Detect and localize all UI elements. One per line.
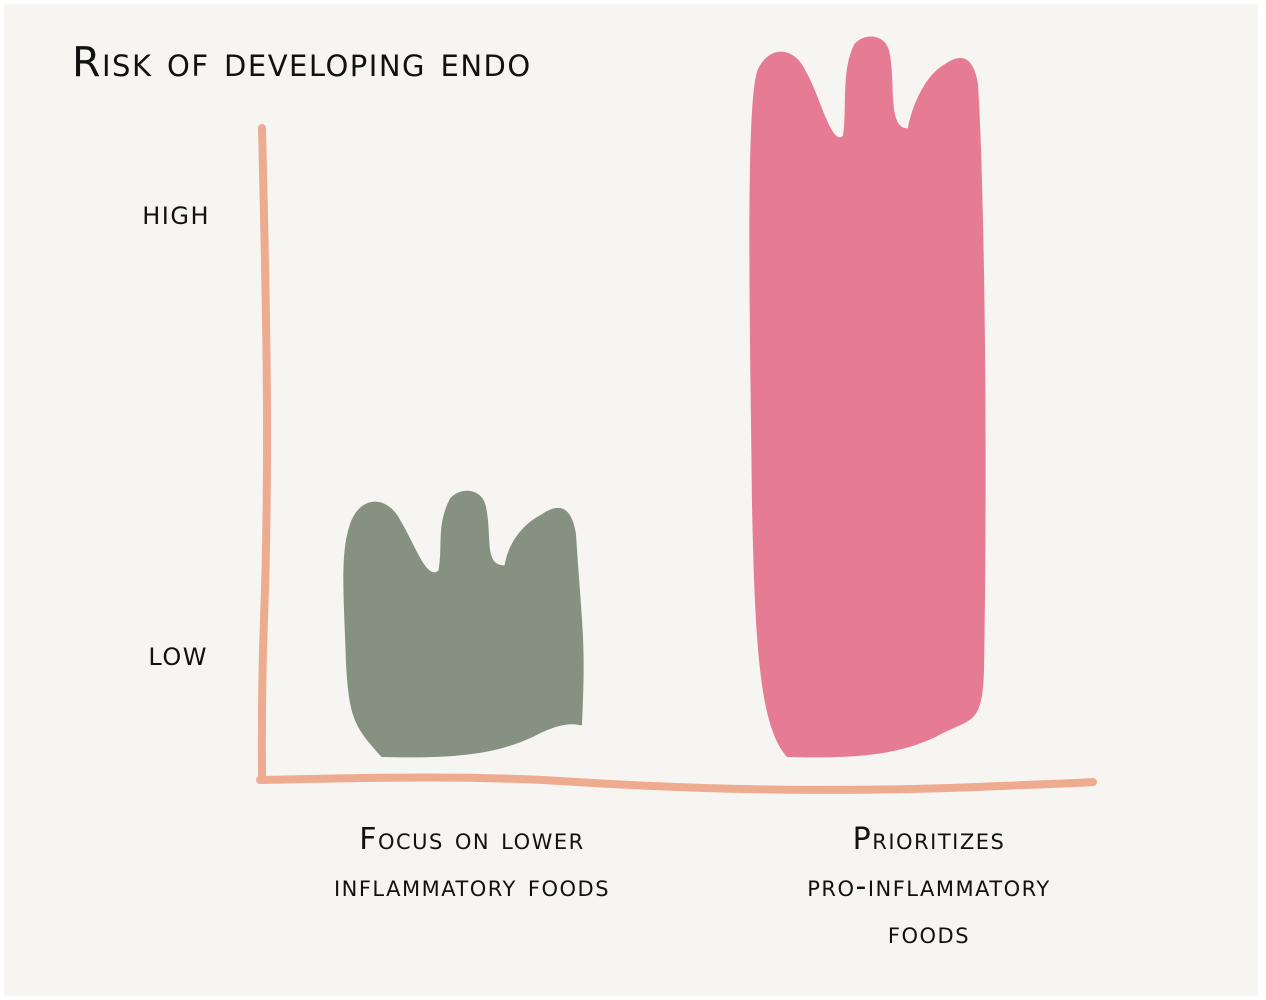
chart-title: Risk of developing endo xyxy=(72,38,532,86)
bars-layer xyxy=(343,36,986,758)
x-category-label-lower-inflammatory: Focus on lower inflammatory foods xyxy=(333,822,611,904)
bar-pro-inflammatory-foods xyxy=(749,36,986,758)
x-axis-line xyxy=(256,773,1097,794)
y-tick-high: HIGH xyxy=(142,202,210,230)
y-axis-line xyxy=(257,124,272,782)
bar-lower-inflammatory-foods xyxy=(343,490,584,758)
x-category-label-pro-inflammatory: Prioritizes pro-inflammatory foods xyxy=(807,822,1051,951)
chart-panel: Risk of developing endo HIGH LOW Focus o… xyxy=(4,4,1258,996)
y-tick-low: LOW xyxy=(148,643,208,671)
